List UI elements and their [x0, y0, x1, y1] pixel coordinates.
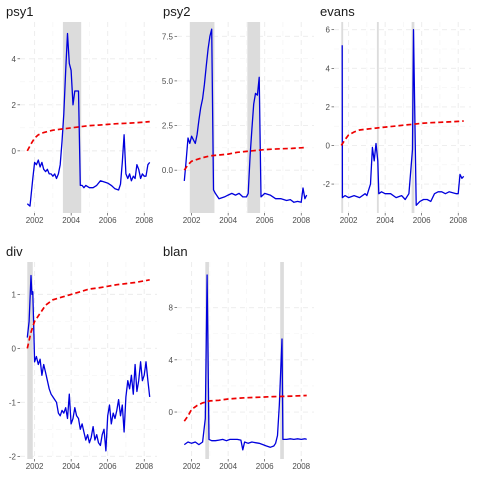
y-tick-label: 4	[326, 64, 331, 73]
x-tick-label: 2006	[99, 462, 117, 471]
x-tick-label: 2008	[135, 216, 153, 225]
panel-evans: evans 2002 2004 2006 2008 -2 0 2 4 6	[320, 4, 471, 225]
panel-title: psy1	[6, 4, 33, 19]
y-tick-label: 0.0	[162, 166, 174, 175]
series-line-blue	[26, 274, 151, 452]
panel-title: evans	[320, 4, 355, 19]
x-tick-label: 2008	[292, 216, 310, 225]
series-line-red-dashed	[183, 394, 307, 422]
series-line-blue	[26, 32, 151, 207]
x-tick-label: 2008	[449, 216, 467, 225]
series-line-red-dashed	[26, 278, 150, 349]
y-tick-label: 2	[326, 103, 331, 112]
x-tick-label: 2004	[219, 462, 237, 471]
x-tick-label: 2002	[26, 216, 44, 225]
y-tick-label: 2.5	[162, 122, 174, 131]
y-tick-label: 0	[326, 141, 331, 150]
y-tick-label: 0	[12, 147, 17, 156]
x-tick-label: 2008	[292, 462, 310, 471]
panel-psy1: psy1 2002 2004 2006 2008 0 2 4	[6, 4, 157, 225]
y-tick-label: -1	[9, 398, 17, 407]
series-line-blue	[183, 274, 307, 451]
series-line-red-dashed	[183, 146, 307, 171]
x-tick-label: 2002	[340, 216, 358, 225]
panel-psy2: psy2 2002 2004 2006 2008 0.0 2.5 5.0 7.5	[162, 4, 314, 225]
y-tick-label: 4	[169, 356, 174, 365]
y-tick-label: 7.5	[162, 32, 174, 41]
x-tick-label: 2006	[99, 216, 117, 225]
panel-title: div	[6, 244, 23, 259]
series-line-red-dashed	[340, 120, 464, 146]
shaded-period	[27, 262, 33, 459]
panel-title: psy2	[163, 4, 190, 19]
y-tick-label: -2	[323, 180, 331, 189]
y-tick-label: 6	[326, 26, 331, 35]
shaded-period	[376, 22, 379, 213]
x-tick-label: 2002	[26, 462, 44, 471]
x-tick-label: 2006	[256, 216, 274, 225]
y-tick-label: -2	[9, 452, 17, 461]
panel-div: div 2002 2004 2006 2008 -2 -1 0 1	[6, 244, 157, 471]
series-line-blue	[341, 29, 465, 206]
panel-blan: blan 2002 2004 2006 2008 0 4 8	[163, 244, 314, 471]
x-tick-label: 2002	[183, 216, 201, 225]
shaded-period	[189, 22, 215, 213]
y-tick-label: 8	[169, 304, 174, 313]
x-tick-label: 2002	[183, 462, 201, 471]
shaded-period	[62, 22, 82, 213]
y-tick-label: 0	[169, 408, 174, 417]
shaded-period	[205, 262, 209, 459]
y-tick-label: 5.0	[162, 77, 174, 86]
y-tick-label: 1	[12, 290, 17, 299]
x-tick-label: 2008	[135, 462, 153, 471]
series-line-red-dashed	[26, 120, 150, 152]
panel-title: blan	[163, 244, 188, 259]
x-tick-label: 2004	[376, 216, 394, 225]
y-tick-label: 4	[12, 55, 17, 64]
x-tick-label: 2006	[413, 216, 431, 225]
x-tick-label: 2004	[62, 216, 80, 225]
shaded-period	[247, 22, 261, 213]
series-line-blue	[183, 28, 308, 203]
y-tick-label: 2	[12, 101, 17, 110]
x-tick-label: 2004	[62, 462, 80, 471]
x-tick-label: 2006	[256, 462, 274, 471]
y-tick-label: 0	[12, 344, 17, 353]
x-tick-label: 2004	[219, 216, 237, 225]
